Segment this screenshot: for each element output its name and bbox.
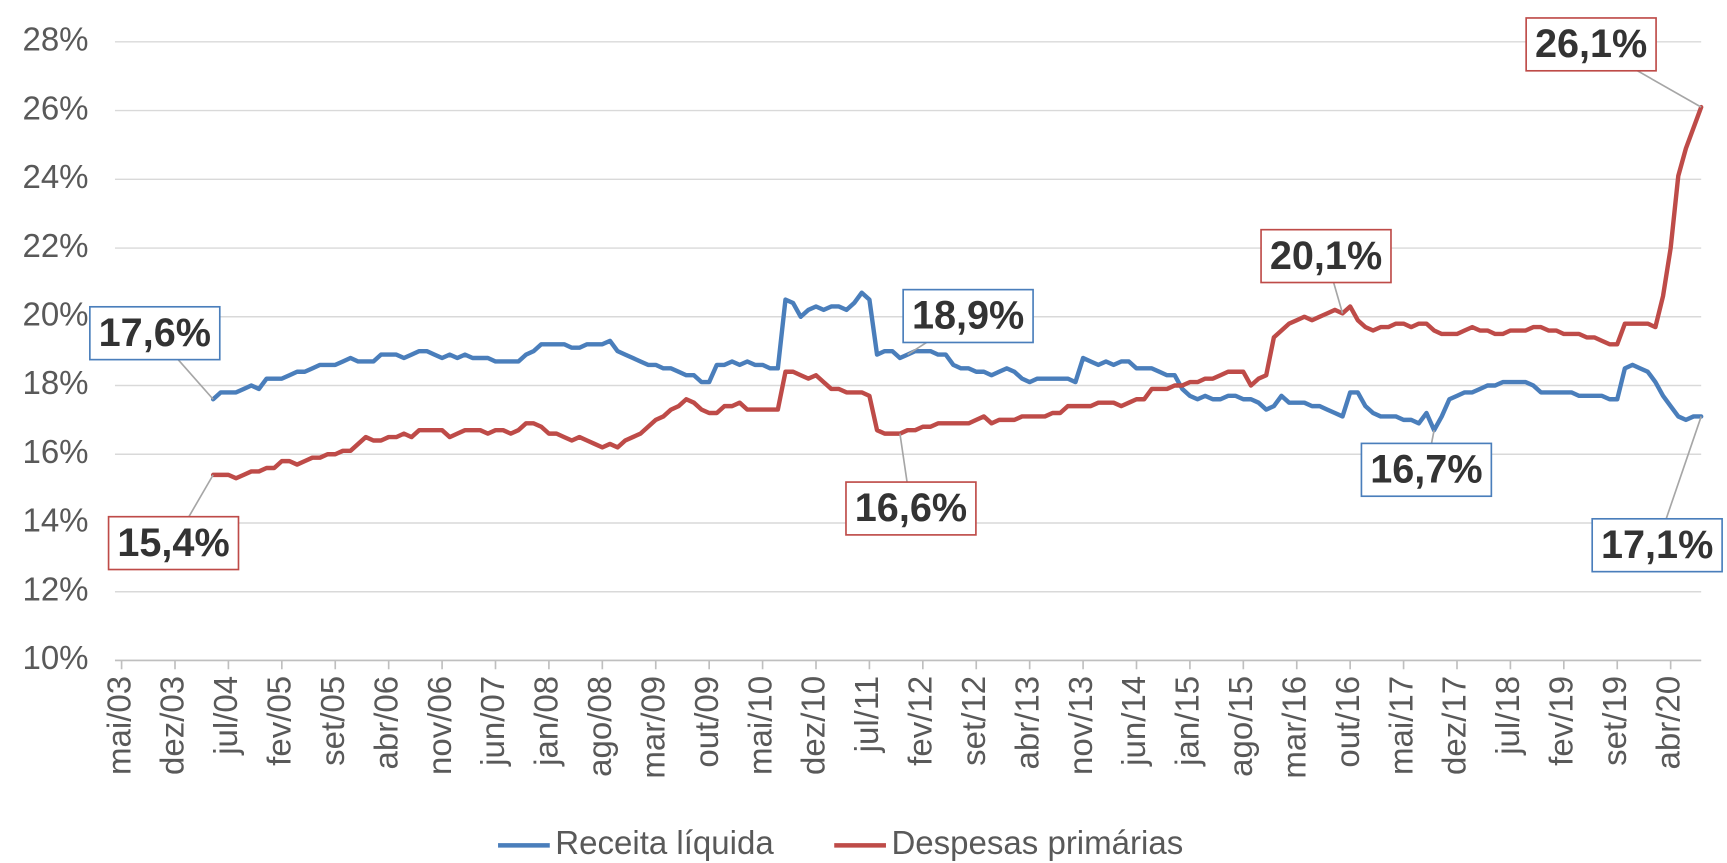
value-label: 17,1%	[1591, 517, 1723, 573]
y-tick-label: 26%	[22, 89, 88, 126]
x-tick-label: fev/19	[1543, 676, 1580, 766]
value-label: 20,1%	[1260, 228, 1392, 284]
x-tick-label: ago/15	[1222, 676, 1259, 777]
x-tick-label: mar/16	[1275, 676, 1312, 779]
x-tick-label: set/12	[955, 676, 992, 766]
y-tick-label: 12%	[22, 570, 88, 607]
x-tick-label: set/19	[1596, 676, 1633, 766]
value-label-box	[1260, 228, 1392, 284]
x-tick-label: mai/17	[1382, 676, 1419, 775]
x-tick-label: jul/11	[848, 676, 885, 753]
x-tick-label: mai/03	[100, 676, 137, 775]
legend-label: Despesas primárias	[891, 824, 1183, 861]
x-tick-label: set/05	[314, 676, 351, 766]
y-tick-label: 16%	[22, 433, 88, 470]
value-label-text: 26,1%	[1535, 22, 1647, 66]
x-tick-label: fev/05	[261, 676, 298, 766]
y-tick-label: 28%	[22, 21, 88, 58]
value-label-box	[1360, 442, 1493, 498]
x-tick-label: jun/14	[1115, 676, 1152, 767]
x-tick-label: jan/08	[528, 676, 565, 767]
x-tick-label: out/16	[1329, 676, 1366, 768]
x-tick-label: jun/07	[474, 676, 511, 767]
value-label-box	[1591, 517, 1723, 573]
value-label-text: 17,6%	[99, 311, 211, 355]
y-tick-label: 14%	[22, 502, 88, 539]
value-label-text: 15,4%	[117, 521, 229, 565]
x-tick-label: jul/18	[1489, 676, 1526, 756]
value-label-text: 16,6%	[855, 486, 967, 530]
value-label: 17,6%	[89, 305, 221, 361]
y-tick-label: 24%	[22, 158, 88, 195]
x-tick-label: dez/03	[154, 676, 191, 775]
x-tick-label: nov/06	[421, 676, 458, 775]
value-label-text: 16,7%	[1370, 447, 1482, 491]
legend-label: Receita líquida	[555, 824, 774, 861]
x-tick-label: dez/17	[1436, 676, 1473, 775]
series-line	[210, 290, 1704, 433]
y-tick-label: 10%	[22, 639, 88, 676]
value-label-box	[845, 481, 977, 536]
value-label: 16,6%	[845, 481, 977, 536]
value-label: 16,7%	[1360, 442, 1493, 498]
value-label: 15,4%	[107, 515, 240, 571]
x-tick-label: mar/09	[634, 676, 671, 779]
y-tick-label: 18%	[22, 364, 88, 401]
value-label-text: 20,1%	[1270, 234, 1382, 278]
x-tick-label: mai/10	[741, 676, 778, 775]
value-label-box	[902, 288, 1034, 344]
x-tick-label: abr/20	[1649, 676, 1686, 770]
x-tick-label: ago/08	[581, 676, 618, 777]
value-label-text: 17,1%	[1601, 523, 1713, 567]
value-label-box	[107, 515, 240, 571]
x-tick-label: jul/04	[207, 676, 244, 756]
x-tick-label: fev/12	[902, 676, 939, 766]
value-label-box	[1525, 17, 1657, 72]
x-tick-label: abr/13	[1008, 676, 1045, 770]
legend: Receita líquida Despesas primárias	[498, 824, 1183, 861]
x-tick-label: jan/15	[1169, 676, 1206, 767]
value-label: 26,1%	[1525, 17, 1657, 72]
y-tick-label: 22%	[22, 227, 88, 264]
x-tick-label: out/09	[688, 676, 725, 768]
y-tick-label: 20%	[22, 295, 88, 332]
x-tick-label: nov/13	[1062, 676, 1099, 775]
x-tick-label: dez/10	[795, 676, 832, 775]
value-label-box	[89, 305, 221, 361]
x-tick-label: abr/06	[367, 676, 404, 770]
value-label: 18,9%	[902, 288, 1034, 344]
value-label-text: 18,9%	[912, 294, 1024, 338]
series-line	[210, 104, 1704, 481]
